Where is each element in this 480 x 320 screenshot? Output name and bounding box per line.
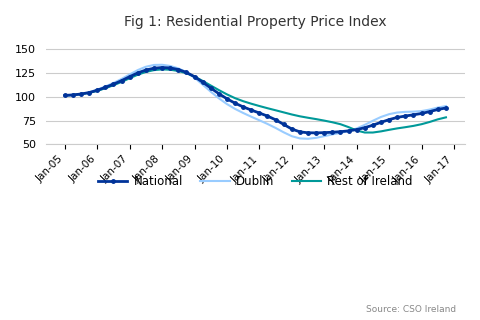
Line: National: National <box>63 66 448 135</box>
Line: Dublin: Dublin <box>65 65 446 139</box>
Text: Source: CSO Ireland: Source: CSO Ireland <box>366 305 456 314</box>
Line: Rest of Ireland: Rest of Ireland <box>65 69 446 132</box>
Title: Fig 1: Residential Property Price Index: Fig 1: Residential Property Price Index <box>124 15 387 29</box>
Legend: National, Dublin, Rest of Ireland: National, Dublin, Rest of Ireland <box>93 170 418 193</box>
